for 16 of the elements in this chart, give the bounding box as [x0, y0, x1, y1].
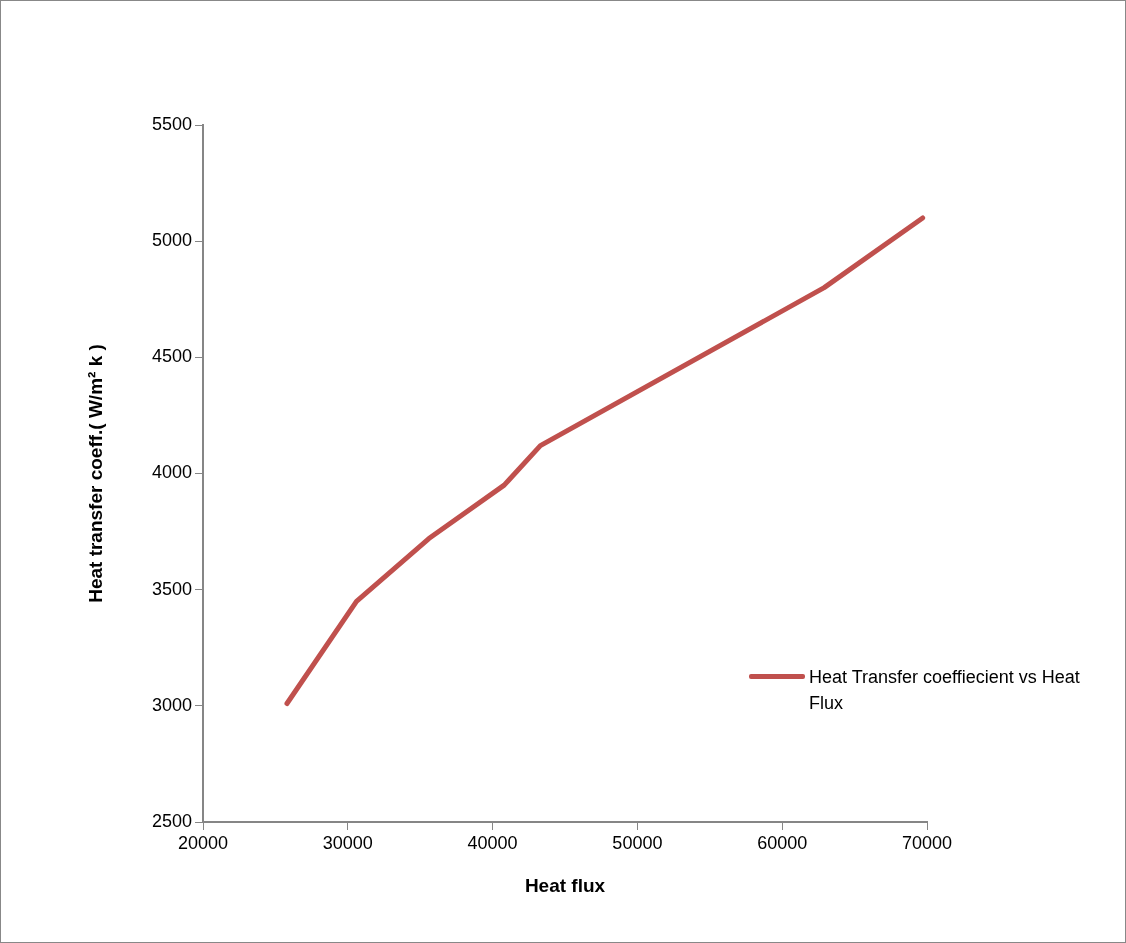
legend-label: Heat Transfer coeffiecient vs Heat Flux: [809, 666, 1081, 715]
x-tick-label: 70000: [901, 832, 953, 853]
y-tick-label: 3500: [151, 578, 192, 599]
y-tick-label: 5500: [151, 113, 192, 134]
x-tick-label: 60000: [757, 832, 808, 853]
x-axis-title: Heat flux: [524, 874, 606, 896]
x-tick-label: 50000: [612, 832, 663, 853]
y-tick-label: 2500: [151, 810, 192, 831]
y-tick-label: 4000: [151, 462, 192, 483]
y-axis-title: Heat transfer coeff.( W/m² k ): [84, 344, 106, 603]
y-tick-label: 4500: [151, 346, 192, 367]
y-tick-label: 3000: [151, 694, 192, 715]
x-tick-label: 30000: [322, 832, 373, 853]
y-tick-label: 5000: [151, 230, 192, 251]
x-tick-label: 20000: [177, 832, 229, 853]
x-tick-label: 40000: [467, 832, 518, 853]
